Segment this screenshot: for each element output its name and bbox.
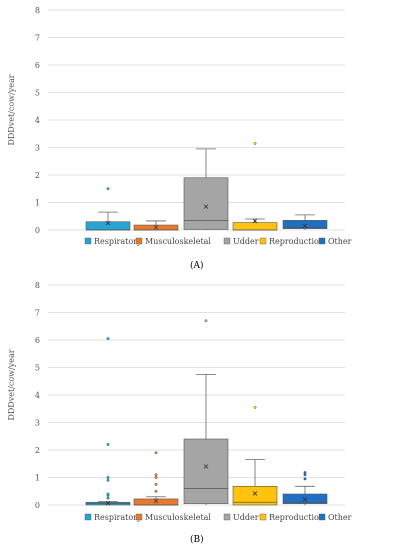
panel-label-a: (A)	[190, 261, 204, 271]
mean-marker	[252, 218, 258, 224]
box-respiratory	[85, 187, 131, 231]
mean-marker	[252, 491, 258, 496]
outlier-point	[154, 482, 158, 486]
y-tick-label: 3	[35, 144, 40, 153]
y-tick-label: 5	[35, 89, 40, 98]
box-musculoskeletal	[133, 220, 179, 231]
legend-label: Other	[328, 513, 352, 522]
mean-marker	[153, 498, 159, 504]
box-respiratory	[85, 337, 131, 506]
y-tick-label: 0	[35, 226, 40, 235]
box-body	[232, 485, 278, 506]
box-body	[183, 177, 229, 230]
box-body	[133, 498, 179, 506]
outlier-point	[106, 478, 110, 482]
y-tick-label: 6	[35, 336, 40, 345]
legend-swatch	[223, 513, 231, 521]
outlier-point	[253, 405, 257, 409]
mean-marker	[105, 220, 111, 226]
y-axis-label: DDDvet/cow/year	[7, 349, 16, 420]
y-axis-label: DDDvet/cow/year	[7, 74, 16, 145]
legend-swatch	[318, 237, 326, 245]
y-tick-label: 6	[35, 61, 40, 70]
outlier-point	[154, 451, 158, 455]
outlier-point	[106, 187, 110, 191]
y-tick-label: 4	[35, 116, 40, 125]
panel-label-b: (B)	[190, 535, 204, 545]
legend-label: Musculoskeletal	[145, 513, 211, 522]
legend-label: Other	[328, 237, 352, 246]
outlier-point	[204, 319, 208, 323]
box-musculoskeletal	[133, 451, 179, 506]
y-tick-label: 5	[35, 364, 40, 373]
y-tick-label: 1	[35, 474, 40, 483]
box-udder	[183, 148, 229, 230]
mean-marker	[302, 223, 308, 229]
box-other	[282, 471, 328, 505]
mean-marker	[203, 464, 209, 469]
legend-label: Respiratory	[94, 237, 142, 246]
y-tick-label: 4	[35, 391, 40, 400]
legend-label: Udder	[233, 513, 259, 522]
mean-marker	[203, 204, 209, 209]
outlier-point	[303, 477, 307, 481]
outlier-point	[154, 473, 158, 477]
y-tick-label: 3	[35, 419, 40, 428]
y-tick-label: 8	[35, 281, 40, 290]
legend-swatch	[135, 513, 143, 521]
box-body	[232, 222, 278, 231]
box-body	[183, 438, 229, 504]
chart-panel-b: 0 1 2 3 4 5 6 7 8 DDDvet/cow/year Respiratory Muscu…	[7, 281, 352, 522]
y-tick-label: 8	[35, 6, 40, 15]
legend-swatch	[259, 513, 267, 521]
box-body	[282, 220, 328, 229]
box-other	[282, 214, 328, 230]
legend-label: Musculoskeletal	[145, 237, 211, 246]
y-tick-label: 0	[35, 501, 40, 510]
mean-marker	[302, 497, 308, 502]
outlier-point	[154, 476, 158, 479]
outlier-point	[106, 492, 110, 496]
legend-label: Udder	[233, 237, 259, 246]
y-tick-label: 7	[35, 34, 40, 43]
y-tick-label: 2	[35, 446, 40, 455]
y-tick-label: 7	[35, 309, 40, 318]
outlier-point	[106, 443, 110, 446]
box-reproduction	[232, 141, 278, 231]
box-body	[282, 493, 328, 504]
outlier-point	[106, 496, 110, 500]
outlier-point	[106, 476, 110, 479]
legend-swatch	[318, 513, 326, 521]
legend-label: Respiratory	[94, 513, 142, 522]
y-tick-label: 1	[35, 199, 40, 208]
box-udder	[183, 319, 229, 505]
legend-swatch	[259, 237, 267, 245]
box-reproduction	[232, 405, 278, 506]
legend-label: Reproduction	[269, 237, 324, 246]
legend-swatch	[84, 237, 92, 245]
legend-swatch	[84, 513, 92, 521]
outlier-point	[154, 489, 158, 493]
chart-panel-a: 0 1 2 3 4 5 6 7 8 DDDvet/cow/year Respiratory Muscu…	[7, 6, 352, 246]
outlier-point	[106, 337, 110, 341]
mean-marker	[153, 224, 159, 230]
outlier-point	[303, 471, 307, 474]
outlier-point	[253, 141, 257, 145]
y-tick-label: 2	[35, 171, 40, 180]
legend-label: Reproduction	[269, 513, 324, 522]
mean-marker	[105, 500, 111, 506]
legend-swatch	[223, 237, 231, 245]
legend-swatch	[135, 237, 143, 245]
